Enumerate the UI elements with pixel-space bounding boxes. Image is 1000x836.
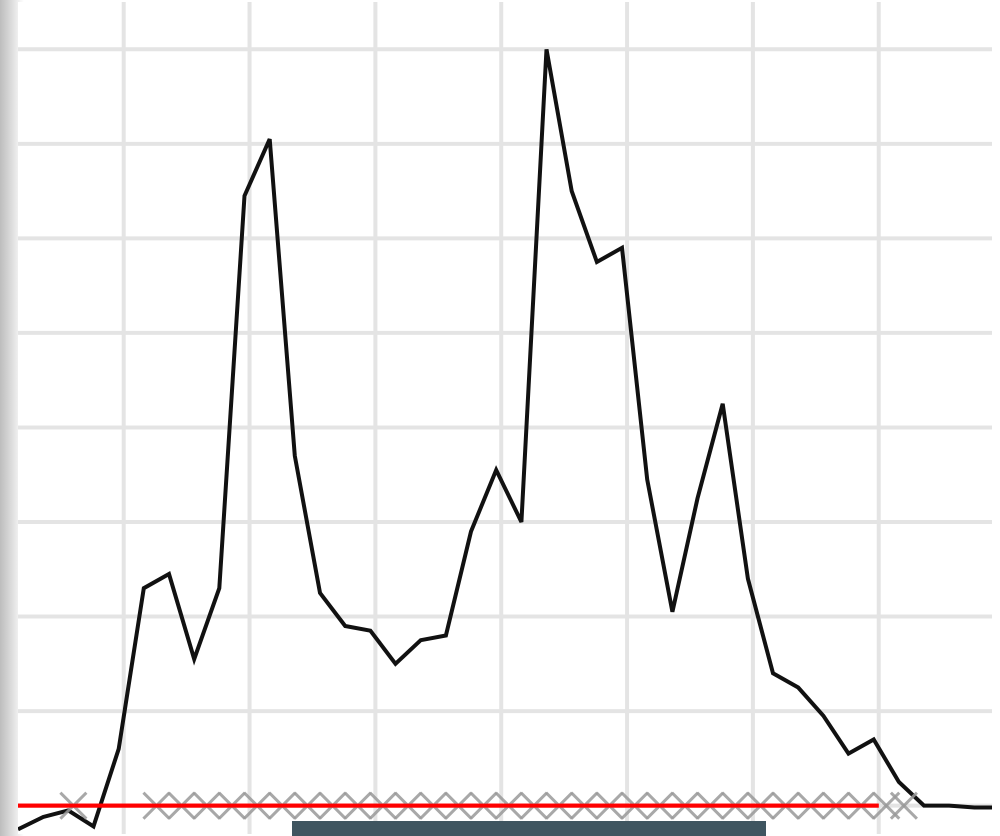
horizontal-scrollbar[interactable]: [292, 821, 766, 836]
chart-svg: [18, 2, 992, 834]
series-line-0: [18, 48, 992, 832]
x-marker-31: [889, 791, 918, 820]
line-chart: [18, 2, 992, 834]
